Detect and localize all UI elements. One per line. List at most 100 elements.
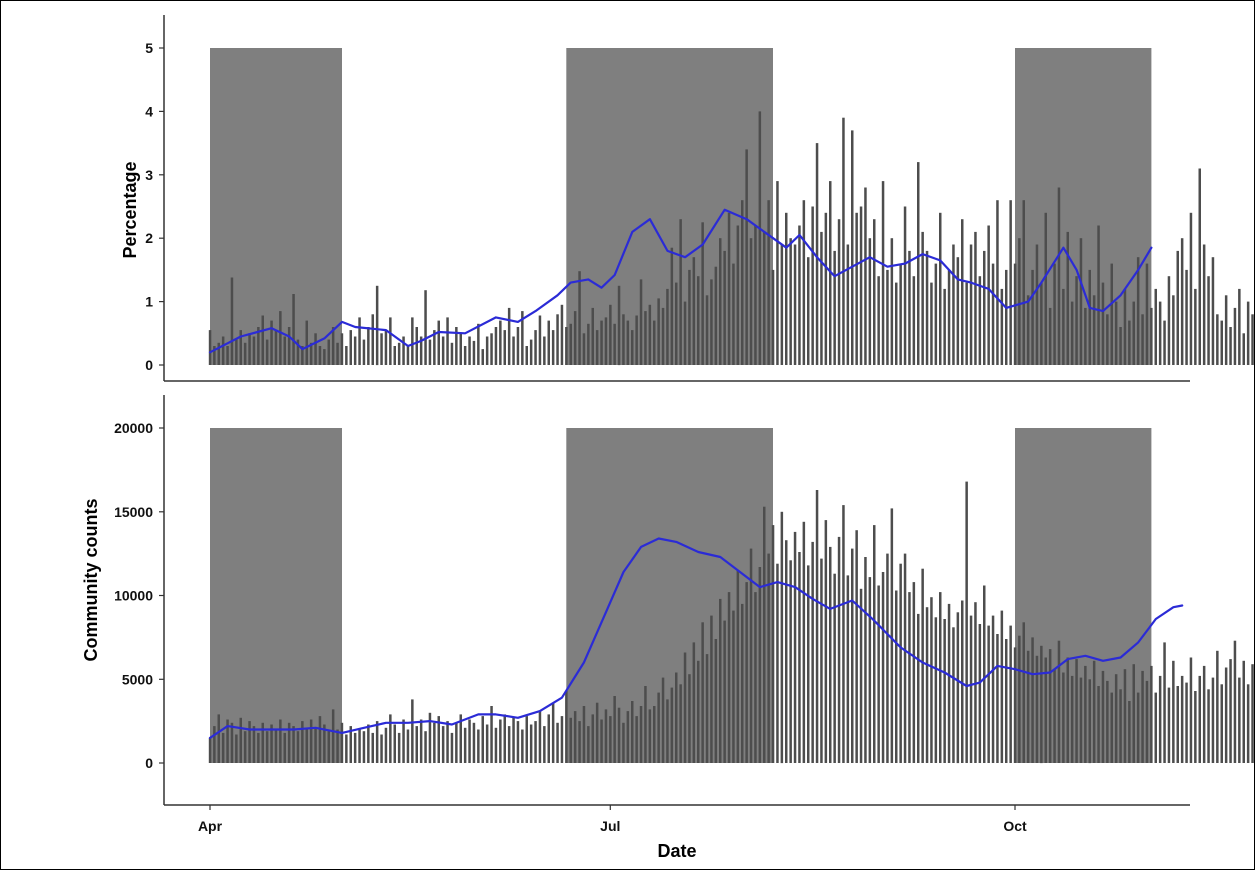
bar xyxy=(1229,327,1232,365)
bar xyxy=(340,333,344,365)
bar xyxy=(780,244,784,365)
bar xyxy=(934,263,938,365)
y-tick-label: 15000 xyxy=(114,504,153,520)
bar xyxy=(1092,295,1096,365)
bar xyxy=(670,247,674,365)
bar xyxy=(609,304,612,365)
bar xyxy=(248,333,251,365)
bar xyxy=(428,339,432,365)
bar xyxy=(362,339,366,365)
bar xyxy=(991,615,995,763)
bar xyxy=(424,290,427,365)
bar xyxy=(485,336,489,365)
bar xyxy=(824,520,828,763)
bar xyxy=(1101,282,1105,365)
bar xyxy=(455,327,458,365)
bar xyxy=(1163,320,1166,365)
bar xyxy=(736,225,740,365)
bar xyxy=(516,327,520,365)
bar xyxy=(1132,301,1135,365)
bar xyxy=(521,311,524,365)
bar xyxy=(745,582,748,763)
bar xyxy=(732,610,735,763)
bar xyxy=(969,615,973,763)
bar xyxy=(798,552,801,763)
bar xyxy=(776,563,779,763)
bar xyxy=(727,592,731,763)
bar xyxy=(996,634,999,763)
bar xyxy=(230,722,234,763)
bar xyxy=(1198,675,1201,763)
bar xyxy=(252,336,256,365)
bar xyxy=(947,269,951,365)
bar xyxy=(433,722,436,763)
bar xyxy=(802,521,806,763)
bar xyxy=(560,304,564,365)
bar xyxy=(1251,314,1254,365)
bar xyxy=(1150,307,1153,365)
y-tick-label: 5000 xyxy=(122,671,153,687)
bar xyxy=(424,731,427,763)
bar xyxy=(323,724,326,763)
bar xyxy=(208,737,212,763)
bar xyxy=(1084,307,1087,365)
bar xyxy=(1202,665,1206,763)
bar xyxy=(749,238,753,365)
top-panel: 0 1 2 3 4 5 Percentage xyxy=(120,15,1254,382)
bar xyxy=(873,525,876,763)
bar xyxy=(675,672,678,763)
bottom-panel: 0 5000 10000 15000 20000 Community counts Apr J… xyxy=(81,395,1254,834)
bar xyxy=(723,250,726,365)
bar xyxy=(1088,679,1091,764)
bar xyxy=(433,330,436,365)
bar xyxy=(895,590,898,763)
bar xyxy=(1022,622,1025,763)
bar xyxy=(917,162,920,365)
bar xyxy=(1114,674,1118,763)
bar xyxy=(978,624,982,763)
bar xyxy=(710,279,713,365)
bar xyxy=(446,721,449,763)
bar xyxy=(961,600,964,763)
bar xyxy=(771,525,775,763)
bar xyxy=(1136,692,1140,763)
bar xyxy=(793,244,797,365)
bar xyxy=(578,721,581,763)
bar xyxy=(833,573,836,763)
bar xyxy=(1066,231,1069,365)
bar xyxy=(543,336,546,365)
bar xyxy=(1000,288,1004,365)
bar xyxy=(644,311,647,365)
bar xyxy=(529,339,533,365)
bar xyxy=(490,333,493,365)
bar xyxy=(776,181,779,365)
bar xyxy=(292,726,295,763)
bar xyxy=(745,149,748,365)
bar xyxy=(463,727,467,763)
bar xyxy=(1180,675,1184,763)
bar xyxy=(450,732,454,763)
bar xyxy=(521,729,524,763)
bar xyxy=(714,639,718,763)
bar xyxy=(529,724,533,763)
bar xyxy=(1057,187,1061,365)
y-axis-title: Percentage xyxy=(120,161,140,258)
bar xyxy=(736,570,740,763)
bar xyxy=(890,238,894,365)
bar xyxy=(921,231,924,365)
bar xyxy=(965,282,968,365)
bar xyxy=(397,732,401,763)
y-tick-label: 2 xyxy=(145,230,153,246)
bar xyxy=(1048,649,1052,763)
bar xyxy=(1092,660,1096,763)
bar xyxy=(1233,307,1237,365)
bar xyxy=(450,342,454,365)
bar xyxy=(617,285,621,366)
bar xyxy=(411,317,414,365)
y-tick-label: 1 xyxy=(145,294,153,310)
bar xyxy=(1136,257,1140,365)
bar xyxy=(525,716,528,763)
bar xyxy=(1005,639,1008,763)
bar xyxy=(314,333,317,365)
